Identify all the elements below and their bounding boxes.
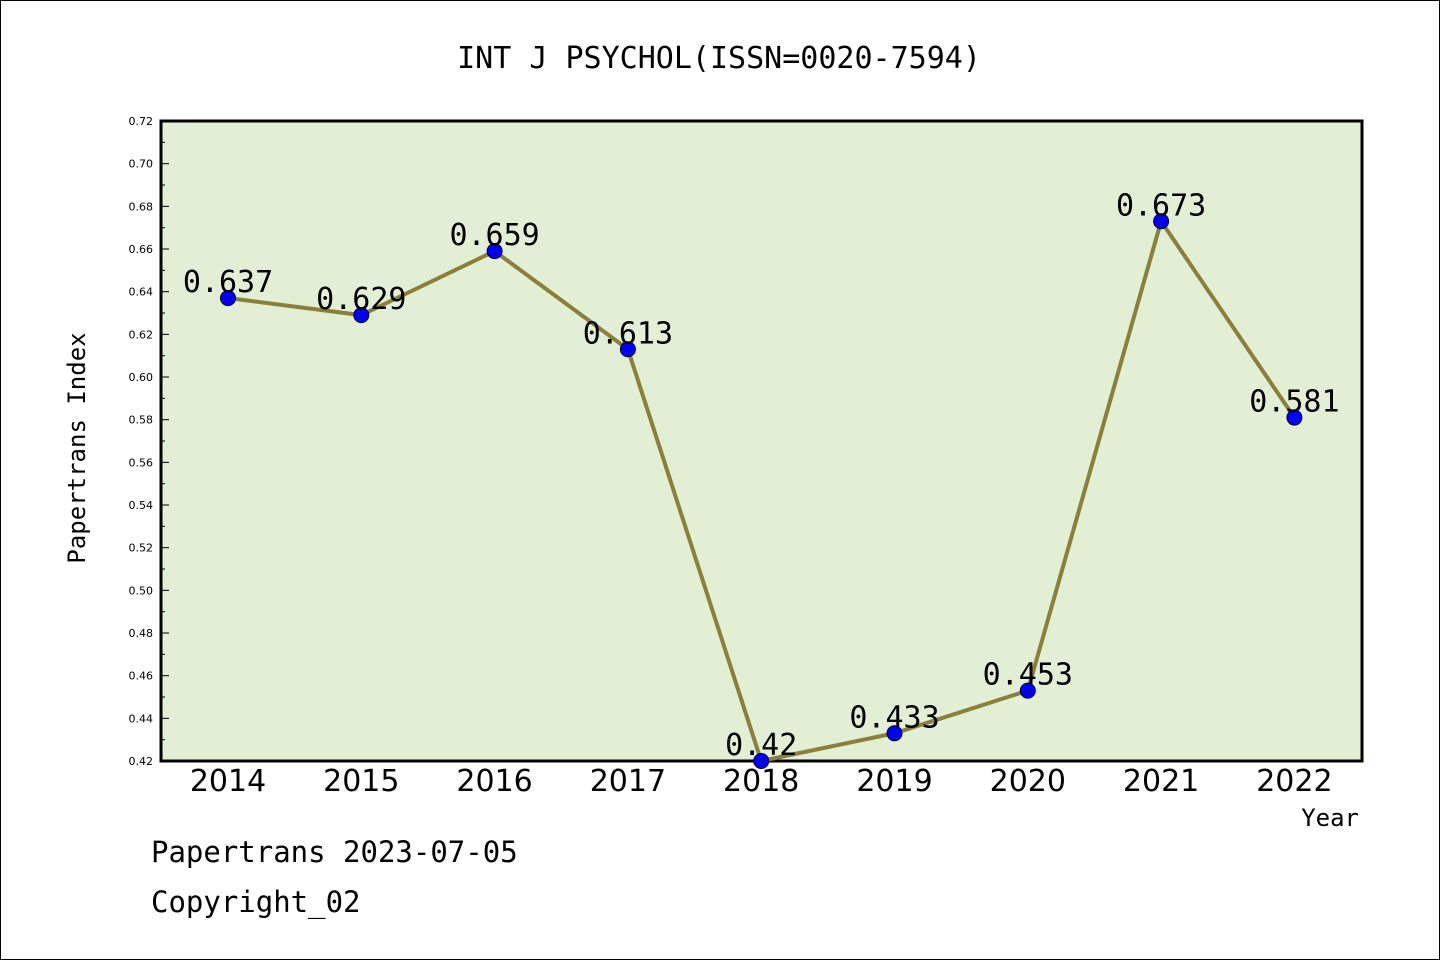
data-label: 0.613 <box>583 316 673 351</box>
x-tick-label: 2018 <box>723 764 799 799</box>
y-tick-label: 0.44 <box>129 712 154 725</box>
y-tick-label: 0.54 <box>129 499 154 512</box>
x-tick-label: 2020 <box>990 764 1066 799</box>
data-point <box>220 290 236 307</box>
data-markers <box>220 213 1303 769</box>
y-axis: 0.42 0.44 0.46 0.48 0.50 0.52 0.54 0.56 0.58 0.60… <box>129 115 169 768</box>
footer-copyright: Copyright_02 <box>151 885 361 919</box>
x-tick-label: 2014 <box>190 764 266 799</box>
data-label: 0.581 <box>1249 385 1339 420</box>
footer-date: Papertrans 2023-07-05 <box>151 835 518 869</box>
data-label: 0.433 <box>849 700 939 735</box>
data-point <box>619 341 636 358</box>
y-tick-label: 0.58 <box>129 414 154 427</box>
x-tick-label: 2019 <box>856 764 932 799</box>
data-point <box>353 307 370 324</box>
y-tick-label: 0.62 <box>129 328 154 341</box>
chart-title: INT J PSYCHOL(ISSN=0020-7594) <box>457 41 981 76</box>
x-tick-label: 2021 <box>1123 764 1199 799</box>
y-tick-label: 0.66 <box>129 243 154 256</box>
data-label: 0.629 <box>316 282 406 317</box>
y-tick-label: 0.64 <box>129 286 154 299</box>
y-axis-label: Papertrans Index <box>63 332 91 563</box>
x-axis: 2014 2015 2016 2017 2018 2019 2020 2021 2022 <box>190 764 1333 799</box>
y-tick-label: 0.50 <box>129 584 154 597</box>
y-tick-label: 0.68 <box>129 200 154 213</box>
x-tick-label: 2016 <box>456 764 532 799</box>
x-tick-label: 2022 <box>1256 764 1332 799</box>
data-label: 0.673 <box>1116 188 1206 223</box>
data-labels: 0.637 0.629 0.659 0.613 0.42 0.433 0.453 0.673 0… <box>183 188 1340 763</box>
y-tick-label: 0.46 <box>129 670 154 683</box>
data-point <box>486 243 503 260</box>
data-label: 0.637 <box>183 265 273 300</box>
y-tick-label: 0.48 <box>129 627 154 640</box>
data-point <box>1153 213 1170 230</box>
x-tick-label: 2017 <box>590 764 666 799</box>
y-tick-label: 0.42 <box>129 755 154 768</box>
data-label: 0.453 <box>983 658 1073 693</box>
data-point <box>1019 682 1036 699</box>
data-point <box>886 725 903 742</box>
y-tick-label: 0.56 <box>129 456 154 469</box>
y-tick-label: 0.70 <box>129 158 154 171</box>
x-axis-label: Year <box>1301 804 1359 832</box>
y-tick-label: 0.60 <box>129 371 154 384</box>
data-label: 0.659 <box>449 218 539 253</box>
data-point <box>753 753 770 769</box>
data-label: 0.42 <box>725 728 797 763</box>
data-point <box>1286 409 1303 426</box>
y-tick-label: 0.72 <box>129 115 154 128</box>
y-tick-label: 0.52 <box>129 542 154 555</box>
x-tick-label: 2015 <box>323 764 399 799</box>
